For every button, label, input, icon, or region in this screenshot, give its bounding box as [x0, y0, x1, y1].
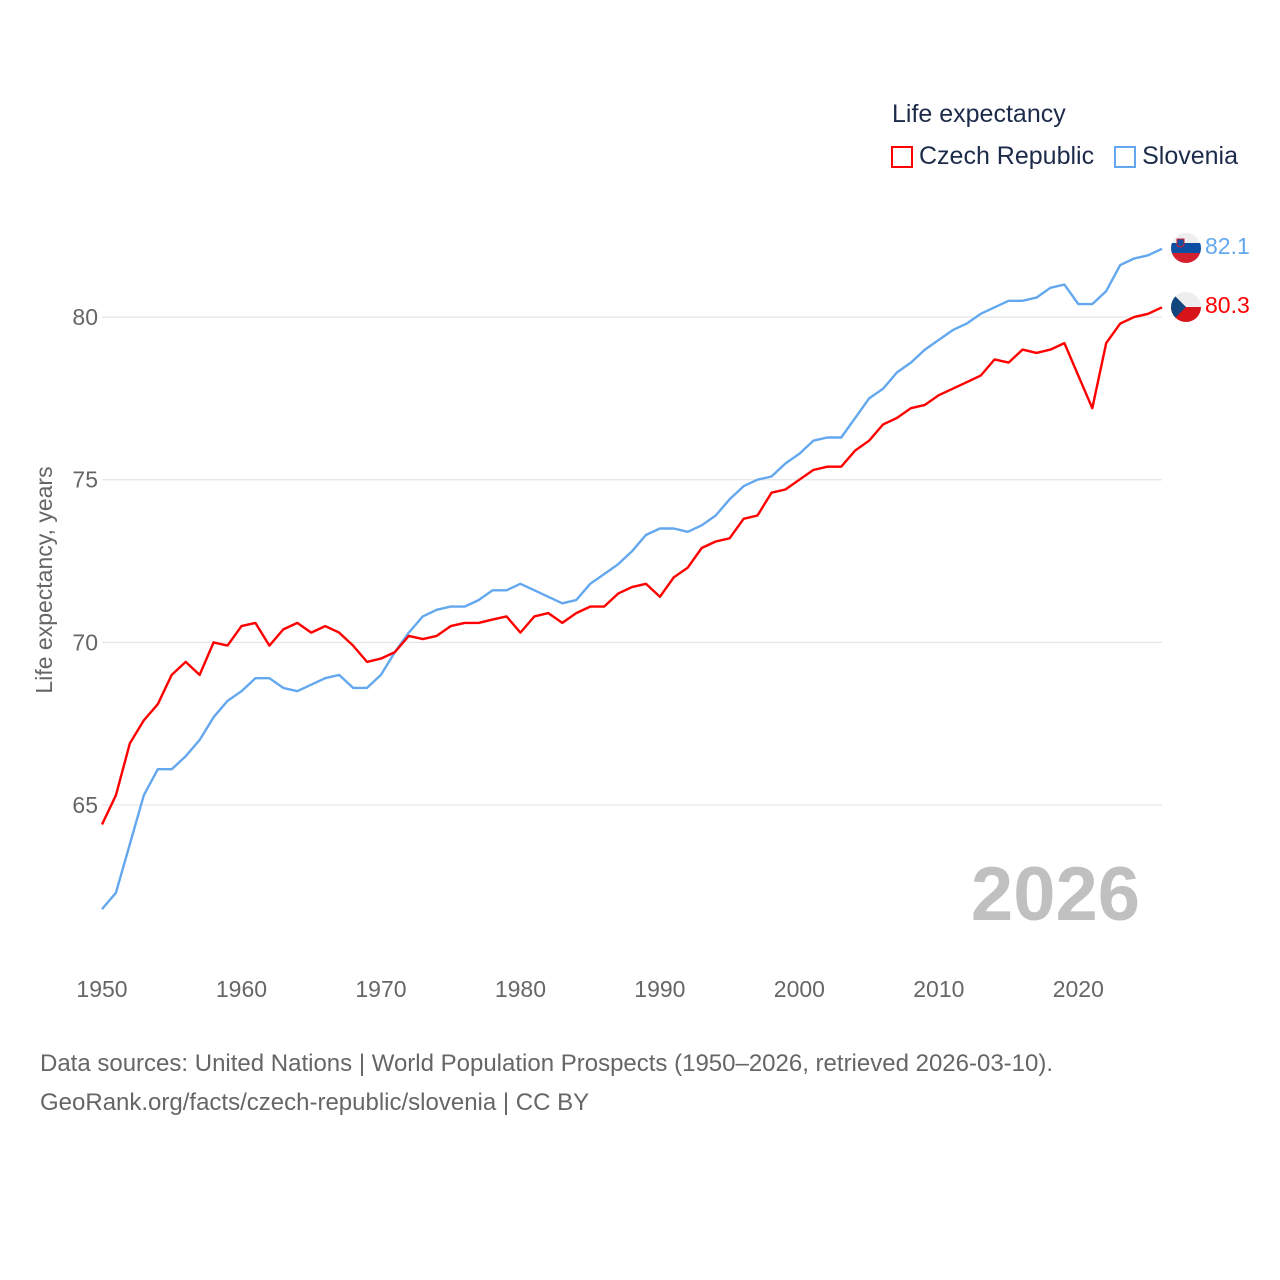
source-link[interactable]: GeoRank.org/facts/czech-republic/sloveni… [40, 1089, 590, 1116]
x-tick-label: 2000 [774, 976, 825, 1002]
x-axis-ticks: 1950 1960 1970 1980 1990 2000 2010 2020 [76, 976, 1103, 1002]
source-note: Data sources: United Nations | World Pop… [40, 1044, 1053, 1122]
year-watermark: 2026 [971, 852, 1140, 937]
x-tick-label: 2010 [913, 976, 964, 1002]
slovenia-end-label: 82.1 [1205, 233, 1250, 259]
x-tick-label: 1970 [355, 976, 406, 1002]
legend: Czech Republic Slovenia [891, 142, 1238, 171]
y-tick-label: 80 [72, 304, 98, 330]
legend-item-slovenia[interactable]: Slovenia [1114, 142, 1238, 171]
slovenia-flag-icon [1171, 233, 1201, 263]
x-tick-label: 2020 [1053, 976, 1104, 1002]
y-axis-ticks: 65 70 75 80 [72, 304, 98, 818]
series-line-slovenia [101, 247, 1163, 910]
x-tick-label: 1990 [634, 976, 685, 1002]
y-tick-label: 65 [72, 792, 98, 818]
legend-label: Slovenia [1142, 142, 1238, 170]
x-tick-label: 1950 [76, 976, 127, 1002]
y-tick-label: 75 [72, 467, 98, 493]
czech-flag-icon [1171, 292, 1201, 322]
legend-title: Life expectancy [892, 100, 1066, 128]
gridlines [102, 316, 1162, 806]
series-lines [100, 247, 1163, 910]
y-axis-label: Life expectancy, years [31, 466, 57, 693]
y-tick-label: 70 [72, 629, 98, 655]
series-line-czech-republic [100, 306, 1163, 826]
czech-end-label: 80.3 [1205, 292, 1250, 318]
legend-label: Czech Republic [919, 142, 1095, 170]
source-line: Data sources: United Nations | World Pop… [40, 1050, 1054, 1077]
slovenia-swatch [1114, 145, 1137, 168]
x-tick-label: 1980 [495, 976, 546, 1002]
czech-swatch [891, 145, 913, 168]
legend-item-czech[interactable]: Czech Republic [891, 142, 1094, 171]
x-tick-label: 1960 [216, 976, 267, 1002]
